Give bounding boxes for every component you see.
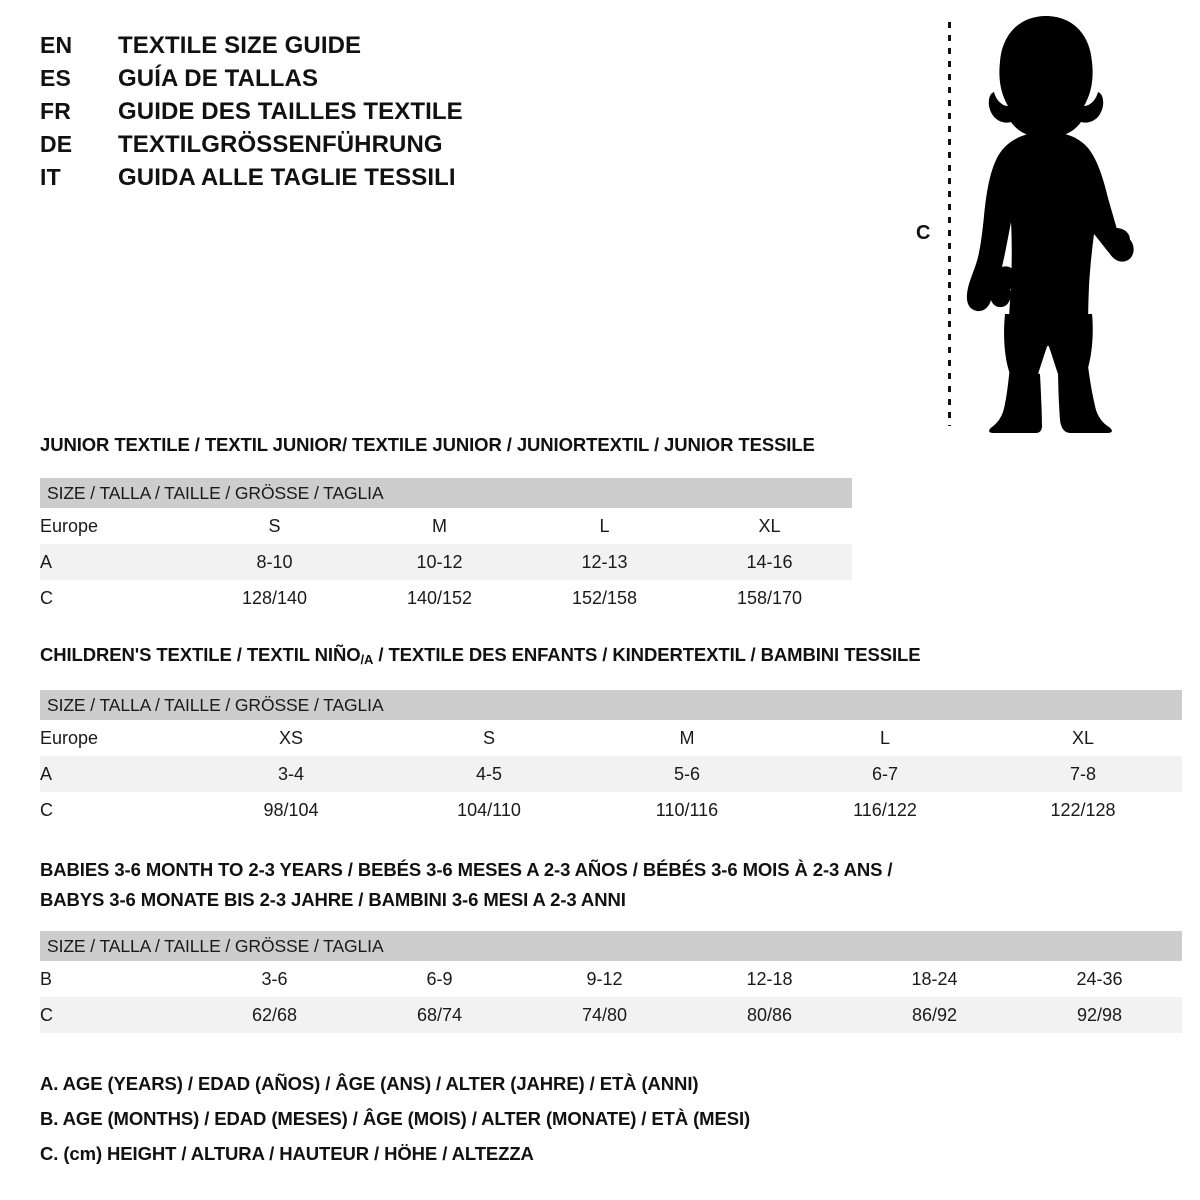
- section-title-babies-line2: BABYS 3-6 MONATE BIS 2-3 JAHRE / BAMBINI…: [40, 889, 626, 910]
- cell-value: S: [390, 720, 588, 756]
- row-label: Europe: [40, 720, 192, 756]
- table-band-row: SIZE / TALLA / TAILLE / GRÖSSE / TAGLIA: [40, 931, 1183, 961]
- cell-value: 86/92: [852, 997, 1017, 1033]
- measure-label-c: C: [916, 222, 931, 244]
- table-row: Europe S M L XL: [40, 508, 852, 544]
- section-babies-textile: BABIES 3-6 MONTH TO 2-3 YEARS / BEBÉS 3-…: [40, 855, 1183, 1033]
- cell-value: 5-6: [588, 756, 786, 792]
- cell-value: 74/80: [522, 997, 687, 1033]
- cell-value: 12-13: [522, 544, 687, 580]
- language-code: FR: [40, 98, 72, 124]
- cell-value: 122/128: [984, 792, 1183, 828]
- section-title-children-part2: / TEXTILE DES ENFANTS / KINDERTEXTIL / B…: [373, 644, 921, 665]
- language-row-en: EN TEXTILE SIZE GUIDE: [40, 32, 600, 65]
- cell-value: 9-12: [522, 961, 687, 997]
- cell-value: 3-4: [192, 756, 390, 792]
- cell-value: 152/158: [522, 580, 687, 616]
- language-title: GUIDA ALLE TAGLIE TESSILI: [118, 164, 456, 191]
- cell-value: XL: [687, 508, 852, 544]
- cell-value: 3-6: [192, 961, 357, 997]
- language-row-de: DE TEXTILGRÖSSENFÜHRUNG: [40, 131, 600, 164]
- cell-value: 158/170: [687, 580, 852, 616]
- legend-line-a: A. AGE (YEARS) / EDAD (AÑOS) / ÂGE (ANS)…: [40, 1073, 699, 1094]
- section-title-junior: JUNIOR TEXTILE / TEXTIL JUNIOR/ TEXTILE …: [40, 434, 815, 455]
- cell-value: 116/122: [786, 792, 984, 828]
- junior-size-table: SIZE / TALLA / TAILLE / GRÖSSE / TAGLIA …: [40, 478, 852, 616]
- cell-value: L: [786, 720, 984, 756]
- band-label-children: SIZE / TALLA / TAILLE / GRÖSSE / TAGLIA: [40, 690, 1183, 720]
- row-label: A: [40, 544, 192, 580]
- cell-value: 7-8: [984, 756, 1183, 792]
- legend-line-b: B. AGE (MONTHS) / EDAD (MESES) / ÂGE (MO…: [40, 1108, 751, 1129]
- children-size-table: SIZE / TALLA / TAILLE / GRÖSSE / TAGLIA …: [40, 690, 1183, 828]
- cell-value: 80/86: [687, 997, 852, 1033]
- legend-line-c: C. (cm) HEIGHT / ALTURA / HAUTEUR / HÖHE…: [40, 1143, 534, 1164]
- cell-value: 12-18: [687, 961, 852, 997]
- band-label-junior: SIZE / TALLA / TAILLE / GRÖSSE / TAGLIA: [40, 478, 852, 508]
- row-label: C: [40, 792, 192, 828]
- height-dashed-line: [948, 22, 951, 426]
- height-measurement-figure: C: [900, 14, 1150, 434]
- language-row-fr: FR GUIDE DES TAILLES TEXTILE: [40, 98, 600, 131]
- row-label: C: [40, 997, 192, 1033]
- cell-value: 6-9: [357, 961, 522, 997]
- table-band-row: SIZE / TALLA / TAILLE / GRÖSSE / TAGLIA: [40, 478, 852, 508]
- language-title: GUÍA DE TALLAS: [118, 65, 319, 92]
- band-label-babies: SIZE / TALLA / TAILLE / GRÖSSE / TAGLIA: [40, 931, 1183, 961]
- cell-value: L: [522, 508, 687, 544]
- section-title-babies-line1: BABIES 3-6 MONTH TO 2-3 YEARS / BEBÉS 3-…: [40, 859, 893, 880]
- cell-value: 24-36: [1017, 961, 1183, 997]
- cell-value: 68/74: [357, 997, 522, 1033]
- babies-size-table: SIZE / TALLA / TAILLE / GRÖSSE / TAGLIA …: [40, 931, 1183, 1033]
- language-code: IT: [40, 164, 61, 190]
- row-label: B: [40, 961, 192, 997]
- table-row: C 62/68 68/74 74/80 80/86 86/92 92/98: [40, 997, 1183, 1033]
- row-label: C: [40, 580, 192, 616]
- table-row: C 128/140 140/152 152/158 158/170: [40, 580, 852, 616]
- language-title: TEXTILE SIZE GUIDE: [118, 32, 362, 59]
- language-code: ES: [40, 65, 72, 91]
- cell-value: 4-5: [390, 756, 588, 792]
- language-code: DE: [40, 131, 73, 157]
- cell-value: 8-10: [192, 544, 357, 580]
- cell-value: 92/98: [1017, 997, 1183, 1033]
- cell-value: 104/110: [390, 792, 588, 828]
- section-junior-textile: JUNIOR TEXTILE / TEXTIL JUNIOR/ TEXTILE …: [40, 430, 852, 616]
- table-row: C 98/104 104/110 110/116 116/122 122/128: [40, 792, 1183, 828]
- cell-value: XL: [984, 720, 1183, 756]
- cell-value: 62/68: [192, 997, 357, 1033]
- cell-value: 10-12: [357, 544, 522, 580]
- table-row: A 8-10 10-12 12-13 14-16: [40, 544, 852, 580]
- cell-value: 6-7: [786, 756, 984, 792]
- table-row: A 3-4 4-5 5-6 6-7 7-8: [40, 756, 1183, 792]
- language-row-es: ES GUÍA DE TALLAS: [40, 65, 600, 98]
- cell-value: M: [357, 508, 522, 544]
- language-title: GUIDE DES TAILLES TEXTILE: [118, 98, 463, 125]
- cell-value: 18-24: [852, 961, 1017, 997]
- toddler-silhouette-icon: [958, 14, 1138, 439]
- row-label: Europe: [40, 508, 192, 544]
- row-label: A: [40, 756, 192, 792]
- language-title-block: EN TEXTILE SIZE GUIDE ES GUÍA DE TALLAS …: [40, 32, 600, 197]
- table-row: Europe XS S M L XL: [40, 720, 1183, 756]
- cell-value: 128/140: [192, 580, 357, 616]
- section-children-textile: CHILDREN'S TEXTILE / TEXTIL NIÑO/A / TEX…: [40, 640, 1183, 828]
- table-band-row: SIZE / TALLA / TAILLE / GRÖSSE / TAGLIA: [40, 690, 1183, 720]
- cell-value: 110/116: [588, 792, 786, 828]
- section-title-children-part1: CHILDREN'S TEXTILE / TEXTIL NIÑO: [40, 644, 361, 665]
- cell-value: 98/104: [192, 792, 390, 828]
- section-title-children-subscript: /A: [360, 652, 374, 667]
- language-title: TEXTILGRÖSSENFÜHRUNG: [118, 131, 443, 158]
- language-code: EN: [40, 32, 73, 58]
- cell-value: XS: [192, 720, 390, 756]
- table-row: B 3-6 6-9 9-12 12-18 18-24 24-36: [40, 961, 1183, 997]
- cell-value: M: [588, 720, 786, 756]
- language-row-it: IT GUIDA ALLE TAGLIE TESSILI: [40, 164, 600, 197]
- section-title-children: CHILDREN'S TEXTILE / TEXTIL NIÑO/A / TEX…: [40, 640, 1182, 672]
- cell-value: S: [192, 508, 357, 544]
- cell-value: 140/152: [357, 580, 522, 616]
- legend-block: A. AGE (YEARS) / EDAD (AÑOS) / ÂGE (ANS)…: [40, 1066, 940, 1171]
- cell-value: 14-16: [687, 544, 852, 580]
